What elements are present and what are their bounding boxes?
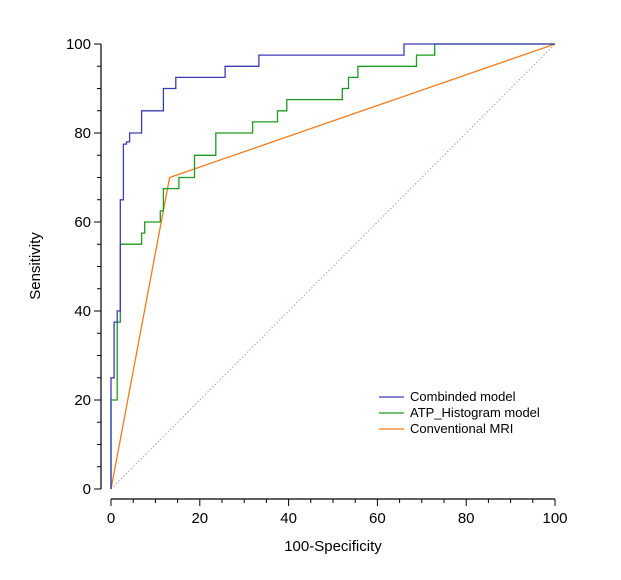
legend-label-combinded-model: Combinded model (410, 389, 516, 404)
x-tick-label: 40 (280, 510, 297, 527)
legend-label-conventional-mri: Conventional MRI (410, 421, 513, 436)
axes: 0 20 40 60 80 100 0 20 40 60 80 100 (66, 36, 568, 527)
y-tick-label: 60 (74, 214, 91, 231)
y-tick-label: 20 (74, 392, 91, 409)
y-axis-title: Sensitivity (27, 232, 44, 300)
x-tick-label: 60 (369, 510, 386, 527)
series-line-conventional-mri (110, 43, 556, 490)
series-layer (110, 43, 556, 490)
x-ticks: 0 20 40 60 80 100 (107, 499, 568, 527)
x-tick-label: 0 (107, 510, 115, 527)
x-axis-title: 100-Specificity (284, 538, 382, 555)
x-tick-label: 80 (458, 510, 475, 527)
legend: Combinded model ATP_Histogram model Conv… (379, 389, 540, 436)
x-tick-label: 100 (542, 510, 567, 527)
y-tick-label: 100 (66, 36, 91, 53)
y-ticks: 0 20 40 60 80 100 (66, 36, 101, 498)
series-line-atp-histogram-model (110, 43, 555, 489)
legend-label-atp-histogram-model: ATP_Histogram model (410, 405, 540, 420)
x-tick-label: 20 (191, 510, 208, 527)
y-tick-label: 80 (74, 125, 91, 142)
y-tick-label: 0 (83, 481, 91, 498)
series-line-combinded-model (110, 43, 555, 489)
y-tick-label: 40 (74, 303, 91, 320)
